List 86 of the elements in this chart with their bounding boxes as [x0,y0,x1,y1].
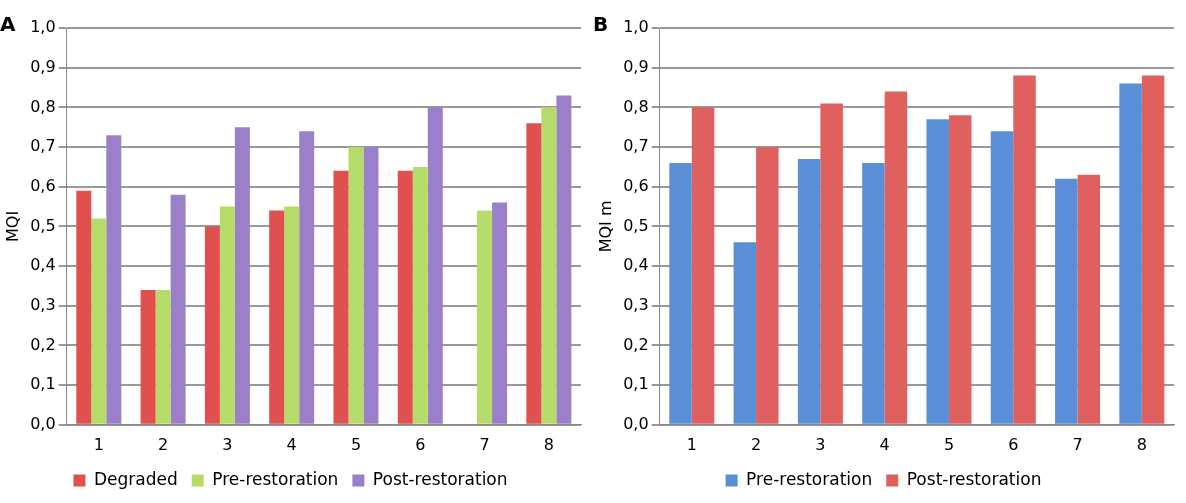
legend-label: Pre-restoration [212,468,339,489]
bar [862,162,885,424]
y-tick-label: 0,6 [623,175,649,195]
y-tick-label: 0,4 [30,255,56,275]
legend-label: Post-restoration [372,468,508,489]
y-tick-label: 0,5 [30,215,56,235]
bar [333,170,349,424]
x-tick-label: 5 [350,434,362,454]
bar [348,147,364,424]
x-tick-label: 5 [943,434,955,454]
y-tick-label: 0,1 [30,374,56,394]
y-tick-label: 0,0 [623,413,649,433]
bar [526,123,542,424]
y-tick-label: 0,8 [30,96,56,116]
y-tick-label: 0,7 [30,136,56,156]
bar [756,147,779,424]
bar [219,206,235,424]
y-tick-label: 0,5 [623,215,649,235]
legend-label: Post-restoration [906,468,1042,489]
y-tick-label: 0,9 [30,56,56,76]
bar [990,131,1014,424]
bar [733,242,757,424]
bar [669,162,692,424]
y-axis-title: MQI m [595,200,615,253]
x-tick-label: 6 [415,434,426,454]
chart-title: A [0,12,16,37]
y-tick-label: 1,0 [30,17,56,37]
y-tick-label: 0,1 [623,374,649,394]
x-tick-label: 1 [686,434,697,454]
y-tick-label: 0,2 [623,334,649,354]
y-tick-label: 0,4 [623,255,649,275]
bar [820,103,843,424]
y-tick-label: 0,3 [623,294,649,314]
x-tick-label: 6 [1008,434,1019,454]
bar [1077,174,1101,424]
bar [1119,83,1142,424]
x-tick-label: 1 [93,434,104,454]
bar [1055,178,1078,424]
bar [170,194,186,424]
x-tick-label: 2 [157,434,169,454]
x-tick-label: 3 [222,434,233,454]
bar [412,166,428,424]
x-tick-label: 3 [815,434,826,454]
bar [691,107,715,424]
bar [541,107,557,424]
y-axis-title: MQI [2,210,22,242]
bar [106,135,122,424]
bar [397,170,413,424]
y-tick-label: 0,3 [30,294,56,314]
x-tick-label: 8 [543,434,554,454]
x-tick-label: 4 [286,434,297,454]
bar [1013,75,1036,424]
x-tick-label: 7 [1072,434,1083,454]
bar [234,127,250,424]
bar [884,91,908,424]
y-tick-label: 0,8 [623,96,649,116]
x-tick-label: 4 [879,434,890,454]
bar [140,289,156,424]
y-tick-label: 0,9 [623,56,649,76]
bar [299,131,315,424]
chart-title: B [593,12,609,37]
y-tick-label: 0,0 [30,413,56,433]
bar [477,210,493,424]
y-tick-label: 0,2 [30,334,56,354]
bar [76,190,92,424]
x-tick-label: 2 [750,434,762,454]
bar [363,147,379,424]
bar [284,206,300,424]
legend-label: Degraded [93,468,178,489]
bar [155,289,171,424]
bar [91,218,107,424]
bar [492,202,508,424]
y-tick-label: 1,0 [623,17,649,37]
y-tick-label: 0,6 [30,175,56,195]
legend-label: Pre-restoration [746,468,873,489]
bar [556,95,572,424]
bar [204,226,220,424]
bar [269,210,285,424]
bar [948,115,972,424]
x-tick-label: 7 [479,434,490,454]
bar [427,107,443,424]
y-tick-label: 0,7 [623,136,649,156]
bar [797,158,821,424]
bar [1141,75,1165,424]
x-tick-label: 8 [1136,434,1147,454]
bar [926,119,949,424]
